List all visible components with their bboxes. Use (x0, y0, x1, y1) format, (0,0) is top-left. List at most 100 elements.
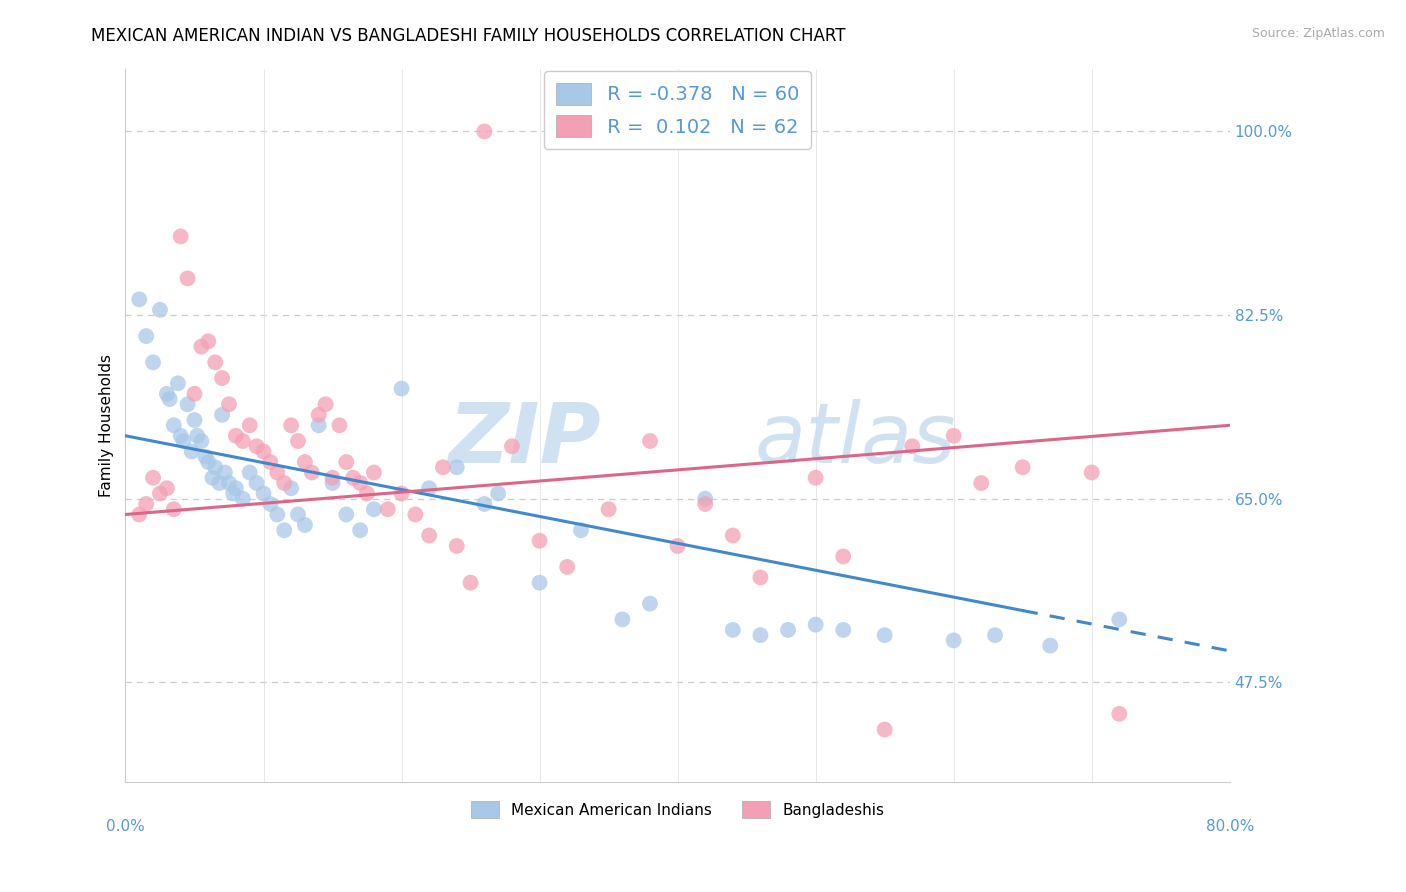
Point (204, 355, 226, 369)
Point (901, 439, 924, 453)
Point (666, 539, 689, 553)
Y-axis label: Family Households: Family Households (100, 354, 114, 497)
Point (163, 502, 186, 516)
Point (377, 502, 399, 516)
Point (218, 397, 240, 411)
Point (749, 628, 772, 642)
Point (638, 434, 661, 448)
Point (252, 486, 274, 500)
Point (321, 475, 343, 490)
Point (328, 418, 350, 433)
Point (170, 429, 193, 443)
Point (1108, 612, 1130, 626)
Point (167, 376, 190, 391)
Point (638, 597, 661, 611)
Point (183, 413, 205, 427)
Point (280, 481, 302, 495)
Point (321, 471, 343, 485)
Point (721, 528, 744, 542)
Point (391, 486, 413, 500)
Point (222, 486, 245, 500)
Point (472, 124, 495, 138)
Point (211, 408, 233, 422)
Point (873, 723, 896, 737)
Point (1108, 706, 1130, 721)
Point (942, 633, 965, 648)
Text: MEXICAN AMERICAN INDIAN VS BANGLADESHI FAMILY HOUSEHOLDS CORRELATION CHART: MEXICAN AMERICAN INDIAN VS BANGLADESHI F… (91, 27, 846, 45)
Point (142, 471, 165, 485)
Point (183, 386, 205, 401)
Point (446, 460, 468, 475)
Point (163, 418, 186, 433)
Point (149, 486, 172, 500)
Point (225, 429, 247, 443)
Point (1039, 639, 1062, 653)
Point (970, 475, 993, 490)
Point (197, 455, 219, 469)
Point (832, 623, 855, 637)
Point (201, 471, 224, 485)
Legend: Mexican American Indians, Bangladeshis: Mexican American Indians, Bangladeshis (465, 795, 890, 824)
Point (128, 293, 150, 307)
Point (804, 617, 827, 632)
Point (170, 229, 193, 244)
Point (308, 408, 330, 422)
Point (832, 549, 855, 564)
Point (246, 439, 269, 453)
Point (363, 466, 385, 480)
Point (598, 502, 620, 516)
Point (287, 508, 309, 522)
Point (128, 508, 150, 522)
Point (214, 466, 236, 480)
Point (501, 439, 523, 453)
Point (763, 124, 786, 138)
Point (135, 329, 157, 343)
Point (190, 340, 212, 354)
Point (432, 460, 454, 475)
Text: Source: ZipAtlas.com: Source: ZipAtlas.com (1251, 27, 1385, 40)
Point (232, 491, 254, 506)
Point (529, 533, 551, 548)
Point (266, 466, 288, 480)
Point (695, 491, 717, 506)
Point (135, 497, 157, 511)
Point (349, 475, 371, 490)
Point (804, 471, 827, 485)
Point (356, 486, 378, 500)
Point (335, 508, 357, 522)
Point (486, 486, 509, 500)
Point (984, 628, 1007, 642)
Point (266, 508, 288, 522)
Point (273, 475, 295, 490)
Point (460, 575, 482, 590)
Point (186, 429, 208, 443)
Point (225, 481, 247, 495)
Point (721, 623, 744, 637)
Point (1011, 460, 1033, 475)
Point (418, 528, 440, 542)
Point (569, 523, 592, 537)
Point (180, 444, 202, 458)
Point (149, 302, 172, 317)
Text: 80.0%: 80.0% (1205, 819, 1254, 834)
Point (246, 475, 269, 490)
Point (172, 434, 194, 448)
Point (176, 271, 198, 285)
Point (208, 475, 231, 490)
Point (612, 612, 634, 626)
Point (349, 523, 371, 537)
Point (695, 497, 717, 511)
Point (142, 355, 165, 369)
Point (190, 434, 212, 448)
Point (280, 418, 302, 433)
Point (555, 560, 578, 574)
Point (342, 471, 364, 485)
Point (273, 523, 295, 537)
Point (287, 434, 309, 448)
Point (363, 502, 385, 516)
Point (391, 382, 413, 396)
Point (218, 475, 240, 490)
Text: 0.0%: 0.0% (105, 819, 145, 834)
Point (197, 334, 219, 349)
Point (252, 444, 274, 458)
